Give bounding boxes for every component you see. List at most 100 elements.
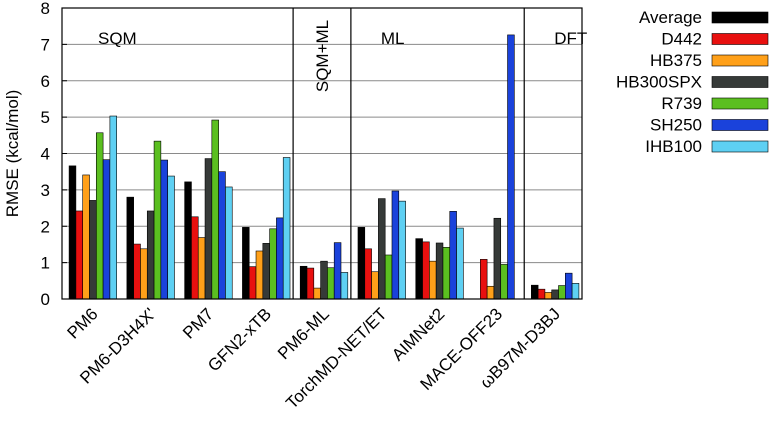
legend-label-sh250: SH250 <box>650 116 702 135</box>
legend: Average D442 HB375 HB300SPX R739 SH250 IHB100 <box>616 8 769 156</box>
bar-ihb100-2 <box>225 186 233 300</box>
y-axis-ticks: 0 1 2 3 4 5 6 7 8 <box>41 0 67 309</box>
bar-hb300spx-2 <box>204 158 213 300</box>
bar-sh250-1 <box>160 159 168 300</box>
bar-average-0 <box>68 165 77 300</box>
bar-r739-0 <box>95 132 104 300</box>
bar-d442-5 <box>364 248 372 300</box>
group-dividers <box>292 8 525 299</box>
group-label-0: SQM <box>98 29 137 48</box>
bar-series <box>68 34 580 300</box>
bar-r739-6 <box>442 247 451 300</box>
bar-ihb100-6 <box>456 227 464 300</box>
bar-sh250-5 <box>391 190 400 300</box>
bar-hb375-2 <box>197 237 206 300</box>
bar-hb300spx-5 <box>378 198 386 300</box>
bar-d442-3 <box>248 266 257 300</box>
bar-average-5 <box>357 227 366 300</box>
bar-hb375-4 <box>313 287 321 300</box>
y-tick-label: 7 <box>41 35 50 54</box>
category-label-0: PM6 <box>64 304 102 342</box>
bar-sh250-2 <box>218 171 226 300</box>
bar-sh250-4 <box>333 242 342 300</box>
bar-d442-7 <box>480 259 488 300</box>
bar-hb300spx-8 <box>551 289 559 300</box>
bar-ihb100-5 <box>398 200 406 300</box>
bar-hb375-1 <box>140 248 148 300</box>
legend-swatch-average <box>711 11 769 24</box>
bar-sh250-6 <box>449 211 457 300</box>
legend-label-average: Average <box>639 8 702 27</box>
legend-swatch-d442 <box>711 33 769 45</box>
bar-average-1 <box>126 196 134 300</box>
group-label-3: DFT <box>554 29 587 48</box>
legend-swatch-r739 <box>711 97 769 110</box>
legend-swatch-sh250 <box>711 119 769 131</box>
bar-d442-6 <box>422 241 430 300</box>
y-tick-label: 4 <box>41 145 50 164</box>
legend-label-ihb100: IHB100 <box>645 137 702 156</box>
bar-r739-7 <box>500 264 508 300</box>
bar-ihb100-3 <box>282 157 291 300</box>
y-tick-label: 1 <box>41 254 50 273</box>
category-label-6: AIMNet2 <box>388 304 448 364</box>
bar-sh250-3 <box>276 217 284 300</box>
bar-hb300spx-4 <box>320 260 328 300</box>
category-label-2: PM7 <box>179 304 217 342</box>
bar-r739-8 <box>558 285 566 300</box>
y-tick-label: 2 <box>41 217 50 236</box>
bar-r739-3 <box>269 228 277 300</box>
group-labels: SQM SQM+ML ML DFT <box>98 20 587 92</box>
legend-swatch-hb300spx <box>711 76 769 88</box>
legend-label-hb300spx: HB300SPX <box>616 73 702 92</box>
bar-hb300spx-3 <box>262 243 270 300</box>
bar-sh250-7 <box>507 34 515 300</box>
y-tick-label: 3 <box>41 181 50 200</box>
bar-hb375-3 <box>255 250 264 300</box>
y-tick-label: 5 <box>41 108 50 127</box>
bar-hb300spx-7 <box>493 217 502 300</box>
legend-label-r739: R739 <box>661 94 702 113</box>
y-tick-label: 6 <box>41 72 50 91</box>
bar-hb375-6 <box>429 260 437 300</box>
bar-hb375-5 <box>371 271 379 300</box>
legend-swatch-ihb100 <box>711 140 769 153</box>
category-label-4: PM6-ML <box>274 304 333 363</box>
bar-r739-4 <box>327 267 335 300</box>
legend-swatch-hb375 <box>711 54 769 67</box>
bar-hb300spx-0 <box>89 200 97 300</box>
bar-average-3 <box>242 227 250 300</box>
legend-label-hb375: HB375 <box>650 51 702 70</box>
bar-hb375-0 <box>82 174 90 300</box>
bar-sh250-8 <box>565 272 573 300</box>
group-label-2: ML <box>381 29 405 48</box>
bar-d442-2 <box>191 216 199 300</box>
group-label-1: SQM+ML <box>313 20 332 92</box>
bar-d442-0 <box>75 210 83 300</box>
category-label-3: GFN2-xTB <box>204 304 275 375</box>
bar-ihb100-1 <box>167 175 175 300</box>
category-label-5: TorchMD-NET/ET <box>282 304 390 412</box>
y-tick-label: 0 <box>41 290 50 309</box>
bar-hb300spx-6 <box>435 242 444 300</box>
bar-r739-5 <box>384 254 393 300</box>
bar-average-4 <box>299 265 308 300</box>
y-tick-label: 8 <box>41 0 50 18</box>
y-axis-label: RMSE (kcal/mol) <box>3 90 22 218</box>
bar-hb375-7 <box>486 285 495 300</box>
bar-d442-4 <box>306 267 315 300</box>
bar-ihb100-8 <box>571 283 580 300</box>
bar-hb300spx-1 <box>146 210 155 300</box>
bar-ihb100-0 <box>109 115 117 300</box>
bar-ihb100-4 <box>340 272 349 300</box>
bar-d442-1 <box>133 243 141 300</box>
bar-d442-8 <box>537 288 546 300</box>
legend-label-d442: D442 <box>661 30 702 49</box>
bar-r739-2 <box>211 119 219 300</box>
bar-hb375-8 <box>544 292 553 300</box>
bar-sh250-0 <box>102 159 111 300</box>
bar-average-6 <box>415 238 423 300</box>
bar-r739-1 <box>153 140 162 300</box>
